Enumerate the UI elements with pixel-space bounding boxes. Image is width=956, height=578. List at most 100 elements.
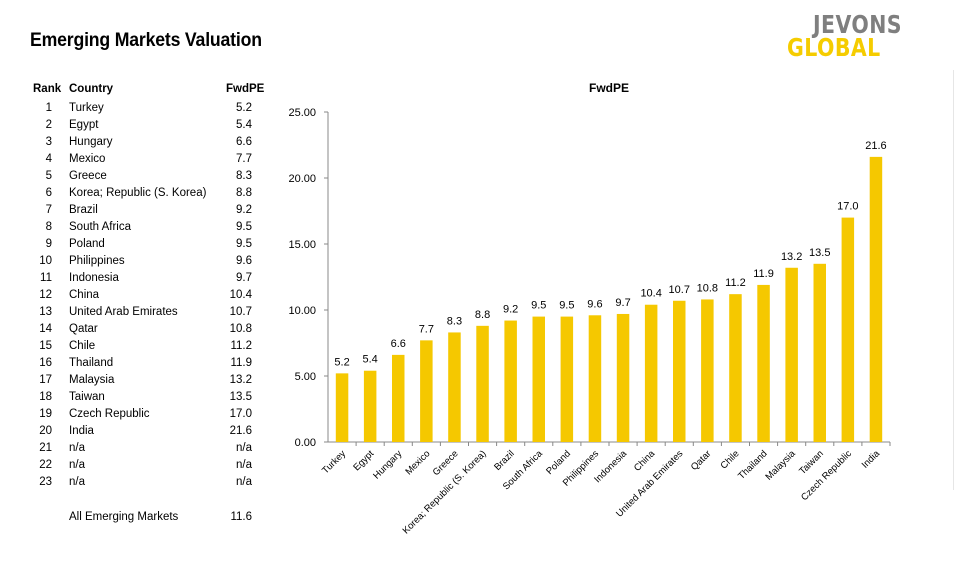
row-country: n/a [69, 476, 85, 488]
row-country: South Africa [69, 221, 132, 233]
data-label: 10.8 [697, 282, 718, 294]
row-rank: 19 [39, 408, 52, 420]
bar [420, 340, 433, 442]
header-country: Country [69, 83, 114, 95]
table-row: 8 South Africa 9.5 [0, 219, 300, 236]
table-header: Rank Country FwdPE [0, 81, 300, 98]
row-country: n/a [69, 459, 85, 471]
header-rank: Rank [33, 83, 62, 95]
x-tick-label: Brazil [492, 448, 517, 473]
bar [363, 370, 377, 442]
table-row: 22 n/a n/a [0, 457, 300, 474]
bar [673, 300, 686, 442]
row-fwdpe: 5.4 [236, 119, 252, 131]
row-country: Turkey [69, 102, 104, 114]
table-row: 1 Turkey 5.2 [0, 100, 300, 117]
row-country: Mexico [69, 153, 106, 165]
table-row: 17 Malaysia 13.2 [0, 372, 300, 389]
x-tick-label: Chile [718, 448, 741, 471]
y-tick-label: 15.00 [288, 239, 316, 251]
table-row: 20 India 21.6 [0, 423, 300, 440]
row-fwdpe: 9.2 [236, 204, 252, 216]
row-rank: 6 [45, 187, 52, 199]
bar [869, 156, 883, 442]
row-rank: 10 [39, 255, 52, 267]
bar [729, 294, 742, 442]
bar [392, 354, 405, 442]
data-label: 9.2 [503, 304, 518, 316]
row-rank: 3 [45, 136, 52, 148]
table-row: 2 Egypt 5.4 [0, 117, 300, 134]
table-row: 7 Brazil 9.2 [0, 202, 300, 219]
row-country: Chile [69, 340, 96, 352]
row-fwdpe: 21.6 [229, 425, 252, 437]
summary-row: All Emerging Markets 11.6 [0, 509, 300, 526]
row-fwdpe: 9.6 [236, 255, 252, 267]
data-label: 5.2 [334, 356, 349, 368]
row-fwdpe: 13.2 [229, 374, 252, 386]
bar [841, 217, 855, 442]
jevons-global-logo: JEVONS GLOBAL [787, 12, 902, 62]
row-country: China [69, 289, 100, 301]
row-fwdpe: 11.2 [230, 340, 252, 352]
bar [616, 313, 630, 442]
table-row: 19 Czech Republic 17.0 [0, 406, 300, 423]
table-row: 14 Qatar 10.8 [0, 321, 300, 338]
logo-line-1: JEVONS [813, 10, 902, 39]
table-row: 10 Philippines 9.6 [0, 253, 300, 270]
x-tick-label: Mexico [403, 448, 432, 477]
table-row: 18 Taiwan 13.5 [0, 389, 300, 406]
bar [335, 373, 349, 442]
row-country: Indonesia [69, 272, 119, 284]
table-row: 3 Hungary 6.6 [0, 134, 300, 151]
x-tick-label: Egypt [351, 448, 376, 473]
data-label: 17.0 [837, 201, 858, 213]
row-fwdpe: 10.8 [229, 323, 252, 335]
x-tick-label: Malaysia [763, 448, 798, 483]
data-label: 9.6 [587, 298, 602, 310]
x-tick-label: China [632, 448, 658, 474]
row-country: Qatar [69, 323, 98, 335]
y-tick-label: 5.00 [295, 371, 316, 383]
y-tick-label: 10.00 [288, 305, 316, 317]
table-row: 11 Indonesia 9.7 [0, 270, 300, 287]
row-fwdpe: n/a [236, 442, 252, 454]
table-row: 21 n/a n/a [0, 440, 300, 457]
row-fwdpe: 6.6 [236, 136, 252, 148]
row-fwdpe: 9.7 [236, 272, 252, 284]
bar [504, 320, 517, 442]
page-title: Emerging Markets Valuation [30, 30, 262, 51]
row-country: Egypt [69, 119, 99, 131]
row-fwdpe: 17.0 [229, 408, 252, 420]
table-row: 23 n/a n/a [0, 474, 300, 491]
row-fwdpe: 9.5 [236, 221, 252, 233]
bar [476, 325, 489, 442]
data-label: 13.5 [809, 247, 830, 259]
table-row: 6 Korea; Republic (S. Korea) 8.8 [0, 185, 300, 202]
y-tick-label: 25.00 [288, 107, 316, 119]
row-country: Hungary [69, 136, 113, 148]
row-rank: 13 [39, 306, 52, 318]
bar [560, 316, 574, 442]
row-country: n/a [69, 442, 85, 454]
x-tick-label: Hungary [371, 448, 404, 481]
row-fwdpe: 13.5 [229, 391, 252, 403]
table-row: 4 Mexico 7.7 [0, 151, 300, 168]
data-label: 21.6 [865, 140, 886, 152]
table-row: 12 China 10.4 [0, 287, 300, 304]
row-rank: 15 [39, 340, 52, 352]
data-label: 7.7 [419, 323, 434, 335]
row-rank: 4 [45, 153, 52, 165]
row-rank: 14 [39, 323, 52, 335]
bar [757, 284, 770, 442]
bar [813, 263, 826, 442]
row-country: Korea; Republic (S. Korea) [69, 187, 207, 199]
summary-fwdpe: 11.6 [230, 511, 252, 523]
bar [701, 299, 714, 442]
summary-label: All Emerging Markets [69, 511, 179, 523]
chart-title: FwdPE [589, 81, 629, 95]
row-rank: 8 [45, 221, 52, 233]
row-rank: 22 [39, 459, 52, 471]
row-fwdpe: 8.8 [236, 187, 252, 199]
